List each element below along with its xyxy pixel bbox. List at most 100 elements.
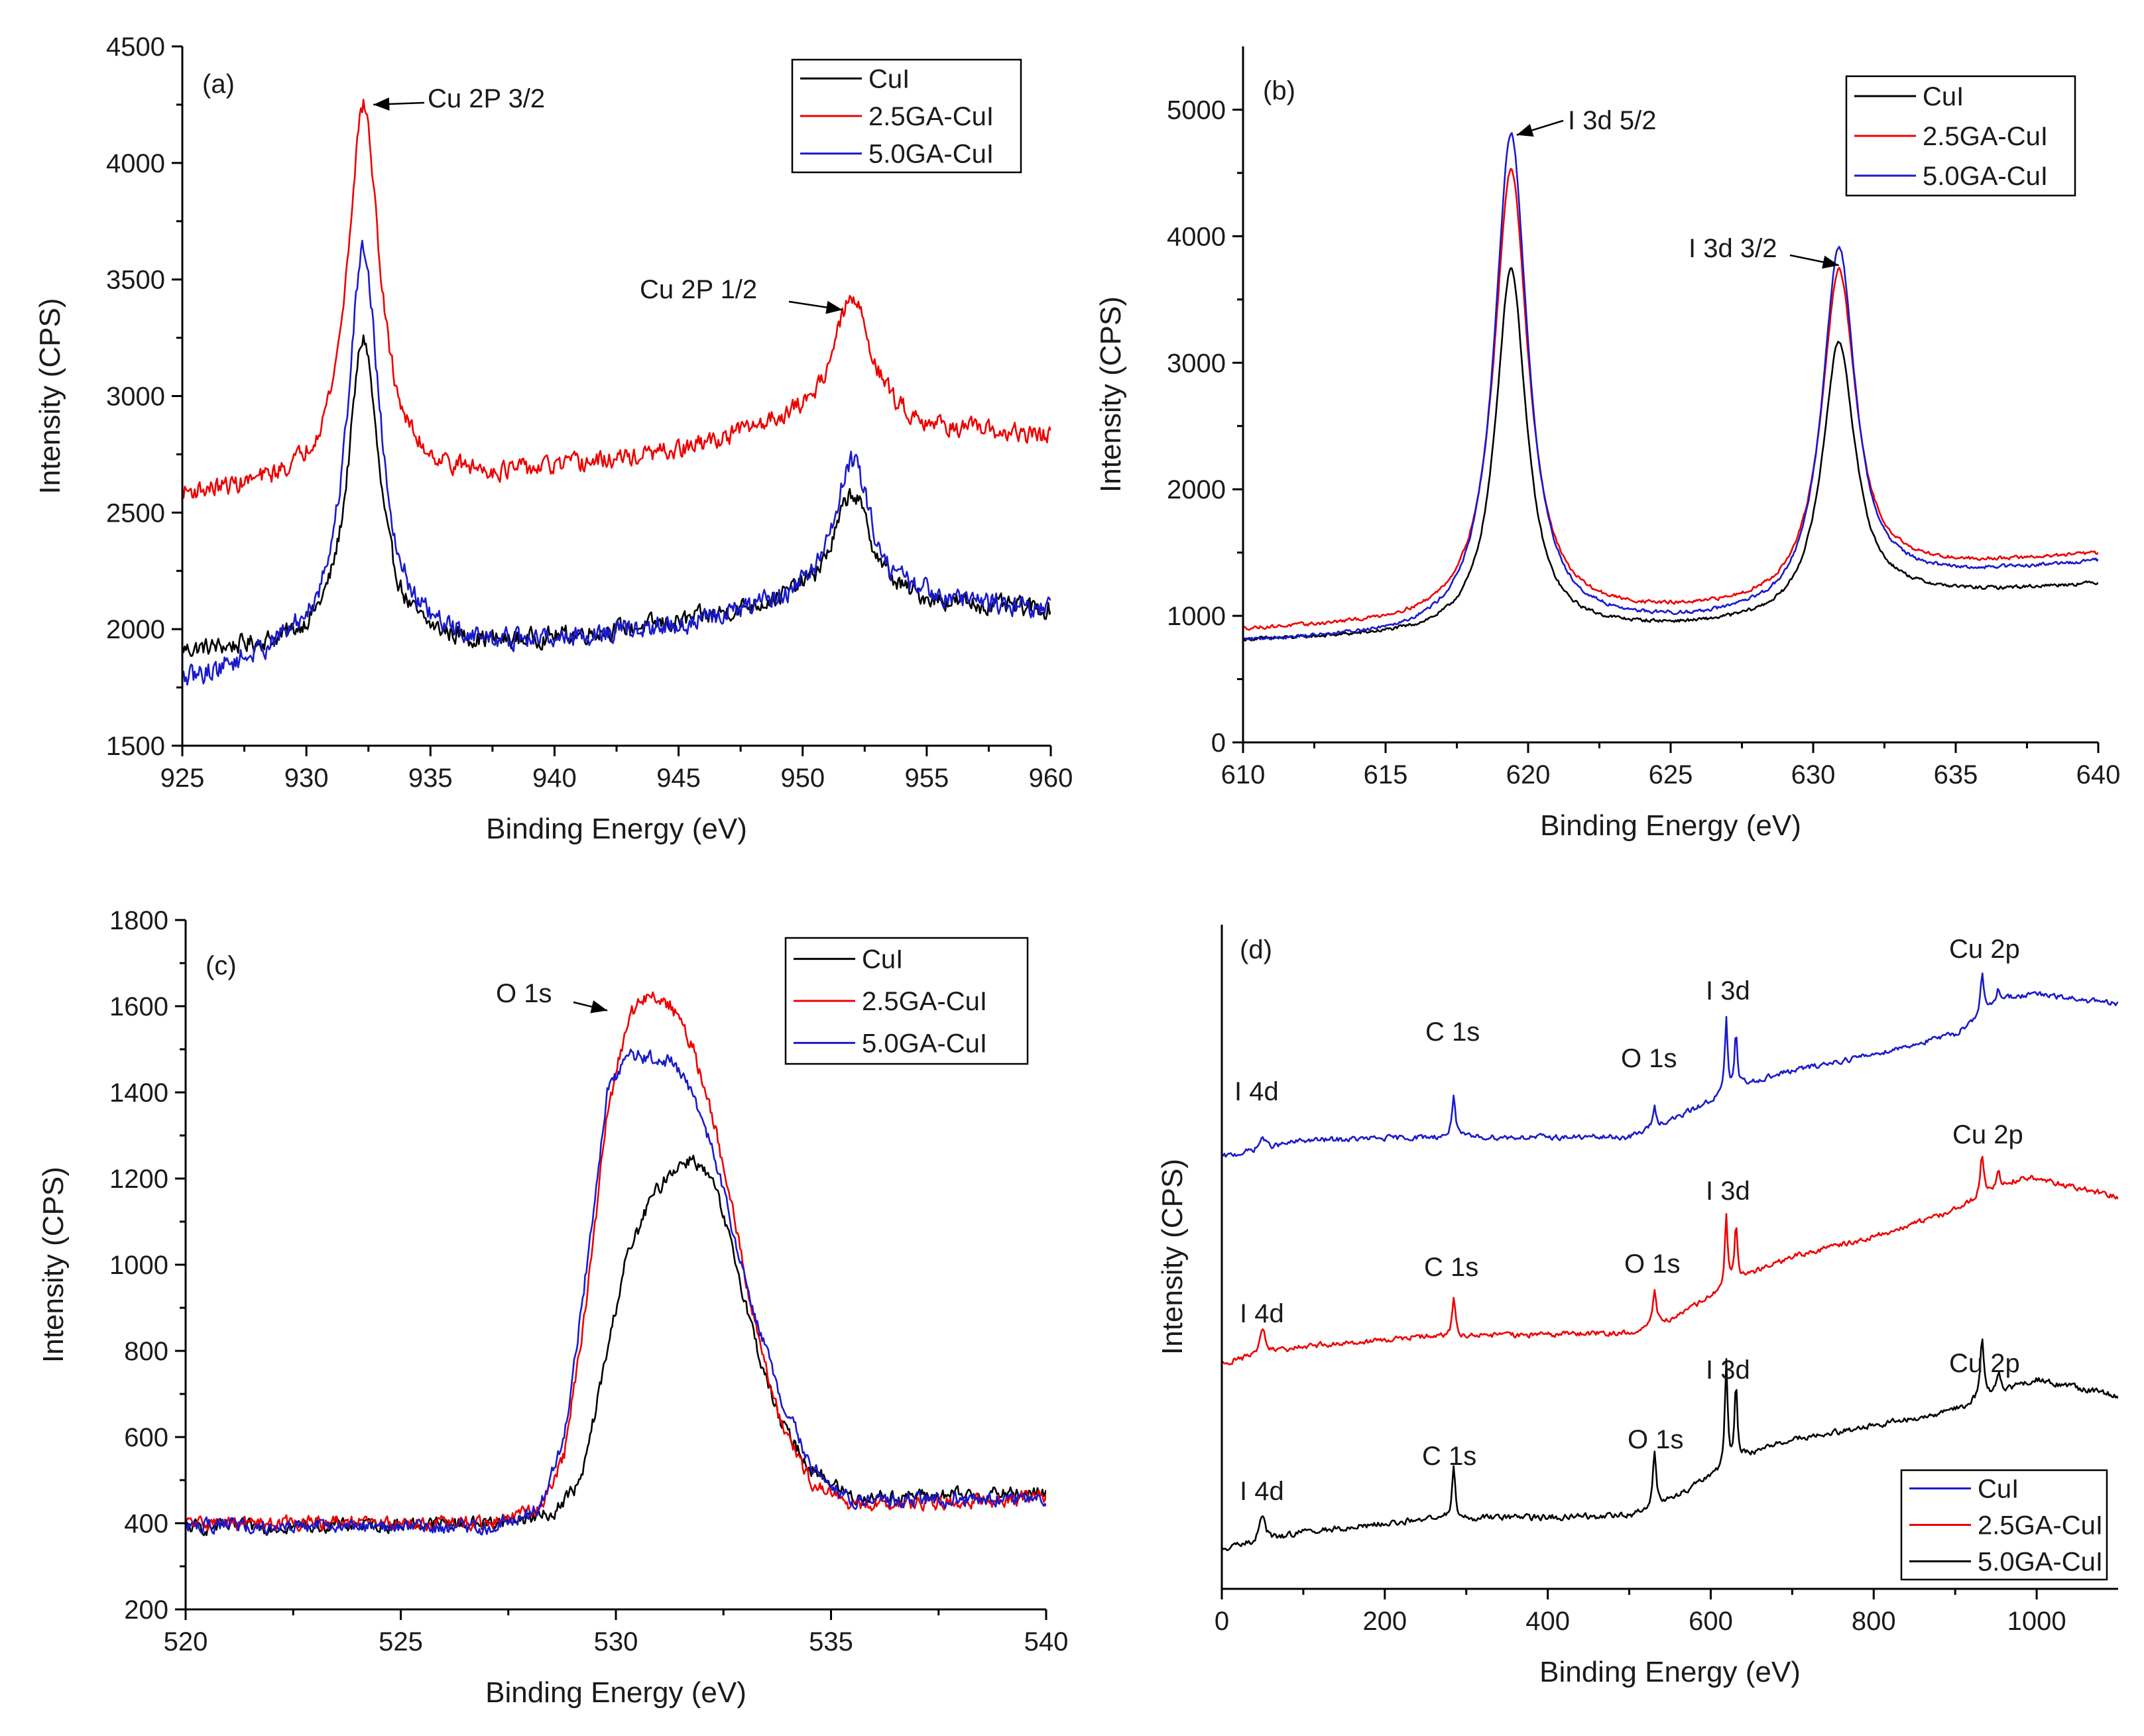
peak-annotation: C 1s [1425,1017,1480,1047]
y-tick-label: 4000 [106,149,165,178]
y-tick-label: 1500 [106,732,165,761]
legend-label: 5.0GA-CuI [862,1029,987,1058]
legend: CuI 2.5GA-CuI 5.0GA-CuI [784,937,1029,1065]
peak-annotation: Cu 2p [1949,1349,2020,1378]
x-tick-label: 530 [594,1627,638,1656]
x-tick-label: 930 [284,764,329,793]
panel-b: 610 615 620 625 630 635 640 0 1000 2000 3000 4000 50… [1095,46,2120,842]
legend-label: CuI [1923,82,1964,111]
legend-label: 2.5GA-CuI [868,102,994,131]
annotation-arrowhead [825,300,843,314]
legend: CuI 2.5GA-CuI 5.0GA-CuI [791,58,1022,174]
peak-annotation: O 1s [496,979,552,1008]
x-tick-label: 635 [1934,760,1978,789]
panel-label: (a) [202,70,235,99]
y-axis-title: Intensity (CPS) [1156,1159,1189,1355]
panel-label: (b) [1263,76,1295,105]
x-tick-label: 1000 [2007,1607,2066,1636]
panel-label: (c) [206,951,237,980]
panel-label: (d) [1240,935,1272,964]
y-tick-label: 800 [124,1337,168,1366]
x-tick-label: 625 [1649,760,1693,789]
peak-annotation: Cu 2P 3/2 [428,84,545,113]
panel-d: 0 200 400 600 800 1000 Binding Energy (eV) Inte… [1156,925,2118,1688]
x-axis-title: Binding Energy (eV) [485,1676,746,1709]
x-tick-label: 540 [1024,1627,1069,1656]
x-tick-label: 520 [164,1627,208,1656]
peak-annotation: O 1s [1621,1044,1677,1073]
x-tick-label: 955 [904,764,949,793]
panel-c: 520 525 530 535 540 200 400 600 800 1000 1200 1400 1… [37,906,1068,1709]
annotation-arrowhead [1516,124,1534,137]
legend: CuI 2.5GA-CuI 5.0GA-CuI [1845,75,2076,197]
peak-annotation: I 4d [1240,1477,1284,1506]
peak-annotation: I 3d [1706,1177,1750,1206]
y-tick-label: 3000 [106,382,165,412]
x-tick-label: 800 [1852,1607,1896,1636]
legend: CuI 2.5GA-CuI 5.0GA-CuI [1900,1469,2108,1581]
x-tick-label: 610 [1221,760,1266,789]
series-line-cui [186,1155,1046,1536]
series-line-cui [1243,267,2098,642]
annotation-arrowhead [373,97,390,111]
x-tick-label: 630 [1791,760,1836,789]
legend-label: 5.0GA-CuI [1923,162,2048,191]
series-line-5-0ga-cui [182,239,1051,686]
peak-annotation: I 4d [1234,1077,1279,1106]
x-tick-label: 0 [1215,1607,1229,1636]
series-line-5-0ga-cui [1243,132,2098,641]
x-tick-label: 620 [1506,760,1551,789]
x-tick-label: 945 [656,764,701,793]
y-tick-label: 1200 [109,1165,168,1194]
series-line-2-5ga-cui [1222,1155,2118,1365]
peak-annotation: Cu 2p [1952,1120,2023,1149]
y-tick-label: 1000 [109,1251,168,1280]
series-line-5-0ga-cui [186,1048,1046,1536]
y-tick-label: 1800 [109,906,168,935]
x-tick-label: 960 [1029,764,1073,793]
peak-annotation: Cu 2P 1/2 [640,275,757,304]
x-tick-label: 535 [809,1627,853,1656]
x-tick-label: 925 [160,764,205,793]
legend-label: 2.5GA-CuI [1923,122,2048,151]
peak-annotation: C 1s [1422,1442,1476,1471]
panel-a: 925 930 935 940 945 950 955 960 1500 2000 2500 3000… [34,32,1073,845]
legend-label: CuI [862,945,903,974]
legend-label: 2.5GA-CuI [862,987,987,1016]
y-tick-label: 4500 [106,32,165,62]
legend-label: 5.0GA-CuI [1978,1548,2103,1577]
series-line-cui [1222,972,2118,1158]
x-tick-label: 200 [1362,1607,1407,1636]
x-tick-label: 615 [1364,760,1408,789]
y-tick-label: 4000 [1167,222,1226,251]
series-line-5-0ga-cui [1222,1338,2118,1552]
peak-annotation: O 1s [1624,1249,1680,1279]
peak-annotation: C 1s [1424,1253,1478,1282]
series-line-2-5ga-cui [1243,168,2098,631]
peak-annotation: Cu 2p [1949,935,2020,964]
peak-annotation: I 4d [1240,1299,1284,1328]
x-tick-label: 950 [780,764,825,793]
legend-label: 5.0GA-CuI [868,140,994,169]
y-tick-label: 200 [124,1595,168,1625]
x-tick-label: 935 [408,764,453,793]
y-axis-title: Intensity (CPS) [37,1167,70,1363]
y-tick-label: 1600 [109,992,168,1021]
y-tick-label: 1400 [109,1078,168,1108]
x-tick-label: 525 [379,1627,423,1656]
peak-annotation: O 1s [1628,1425,1683,1454]
legend-label: CuI [1978,1475,2019,1504]
y-axis-title: Intensity (CPS) [1095,296,1127,492]
annotation-arrowhead [1822,255,1839,269]
y-tick-label: 2000 [106,615,165,644]
series-line-2-5ga-cui [186,991,1046,1533]
y-axis-title: Intensity (CPS) [34,298,66,494]
x-axis-title: Binding Energy (eV) [1540,809,1801,842]
peak-annotation: I 3d 3/2 [1689,234,1777,263]
peak-annotation: I 3d 5/2 [1568,106,1656,135]
y-tick-label: 0 [1211,728,1226,758]
y-tick-label: 2500 [106,498,165,528]
x-axis-title: Binding Energy (eV) [486,813,747,845]
y-tick-label: 3000 [1167,349,1226,378]
